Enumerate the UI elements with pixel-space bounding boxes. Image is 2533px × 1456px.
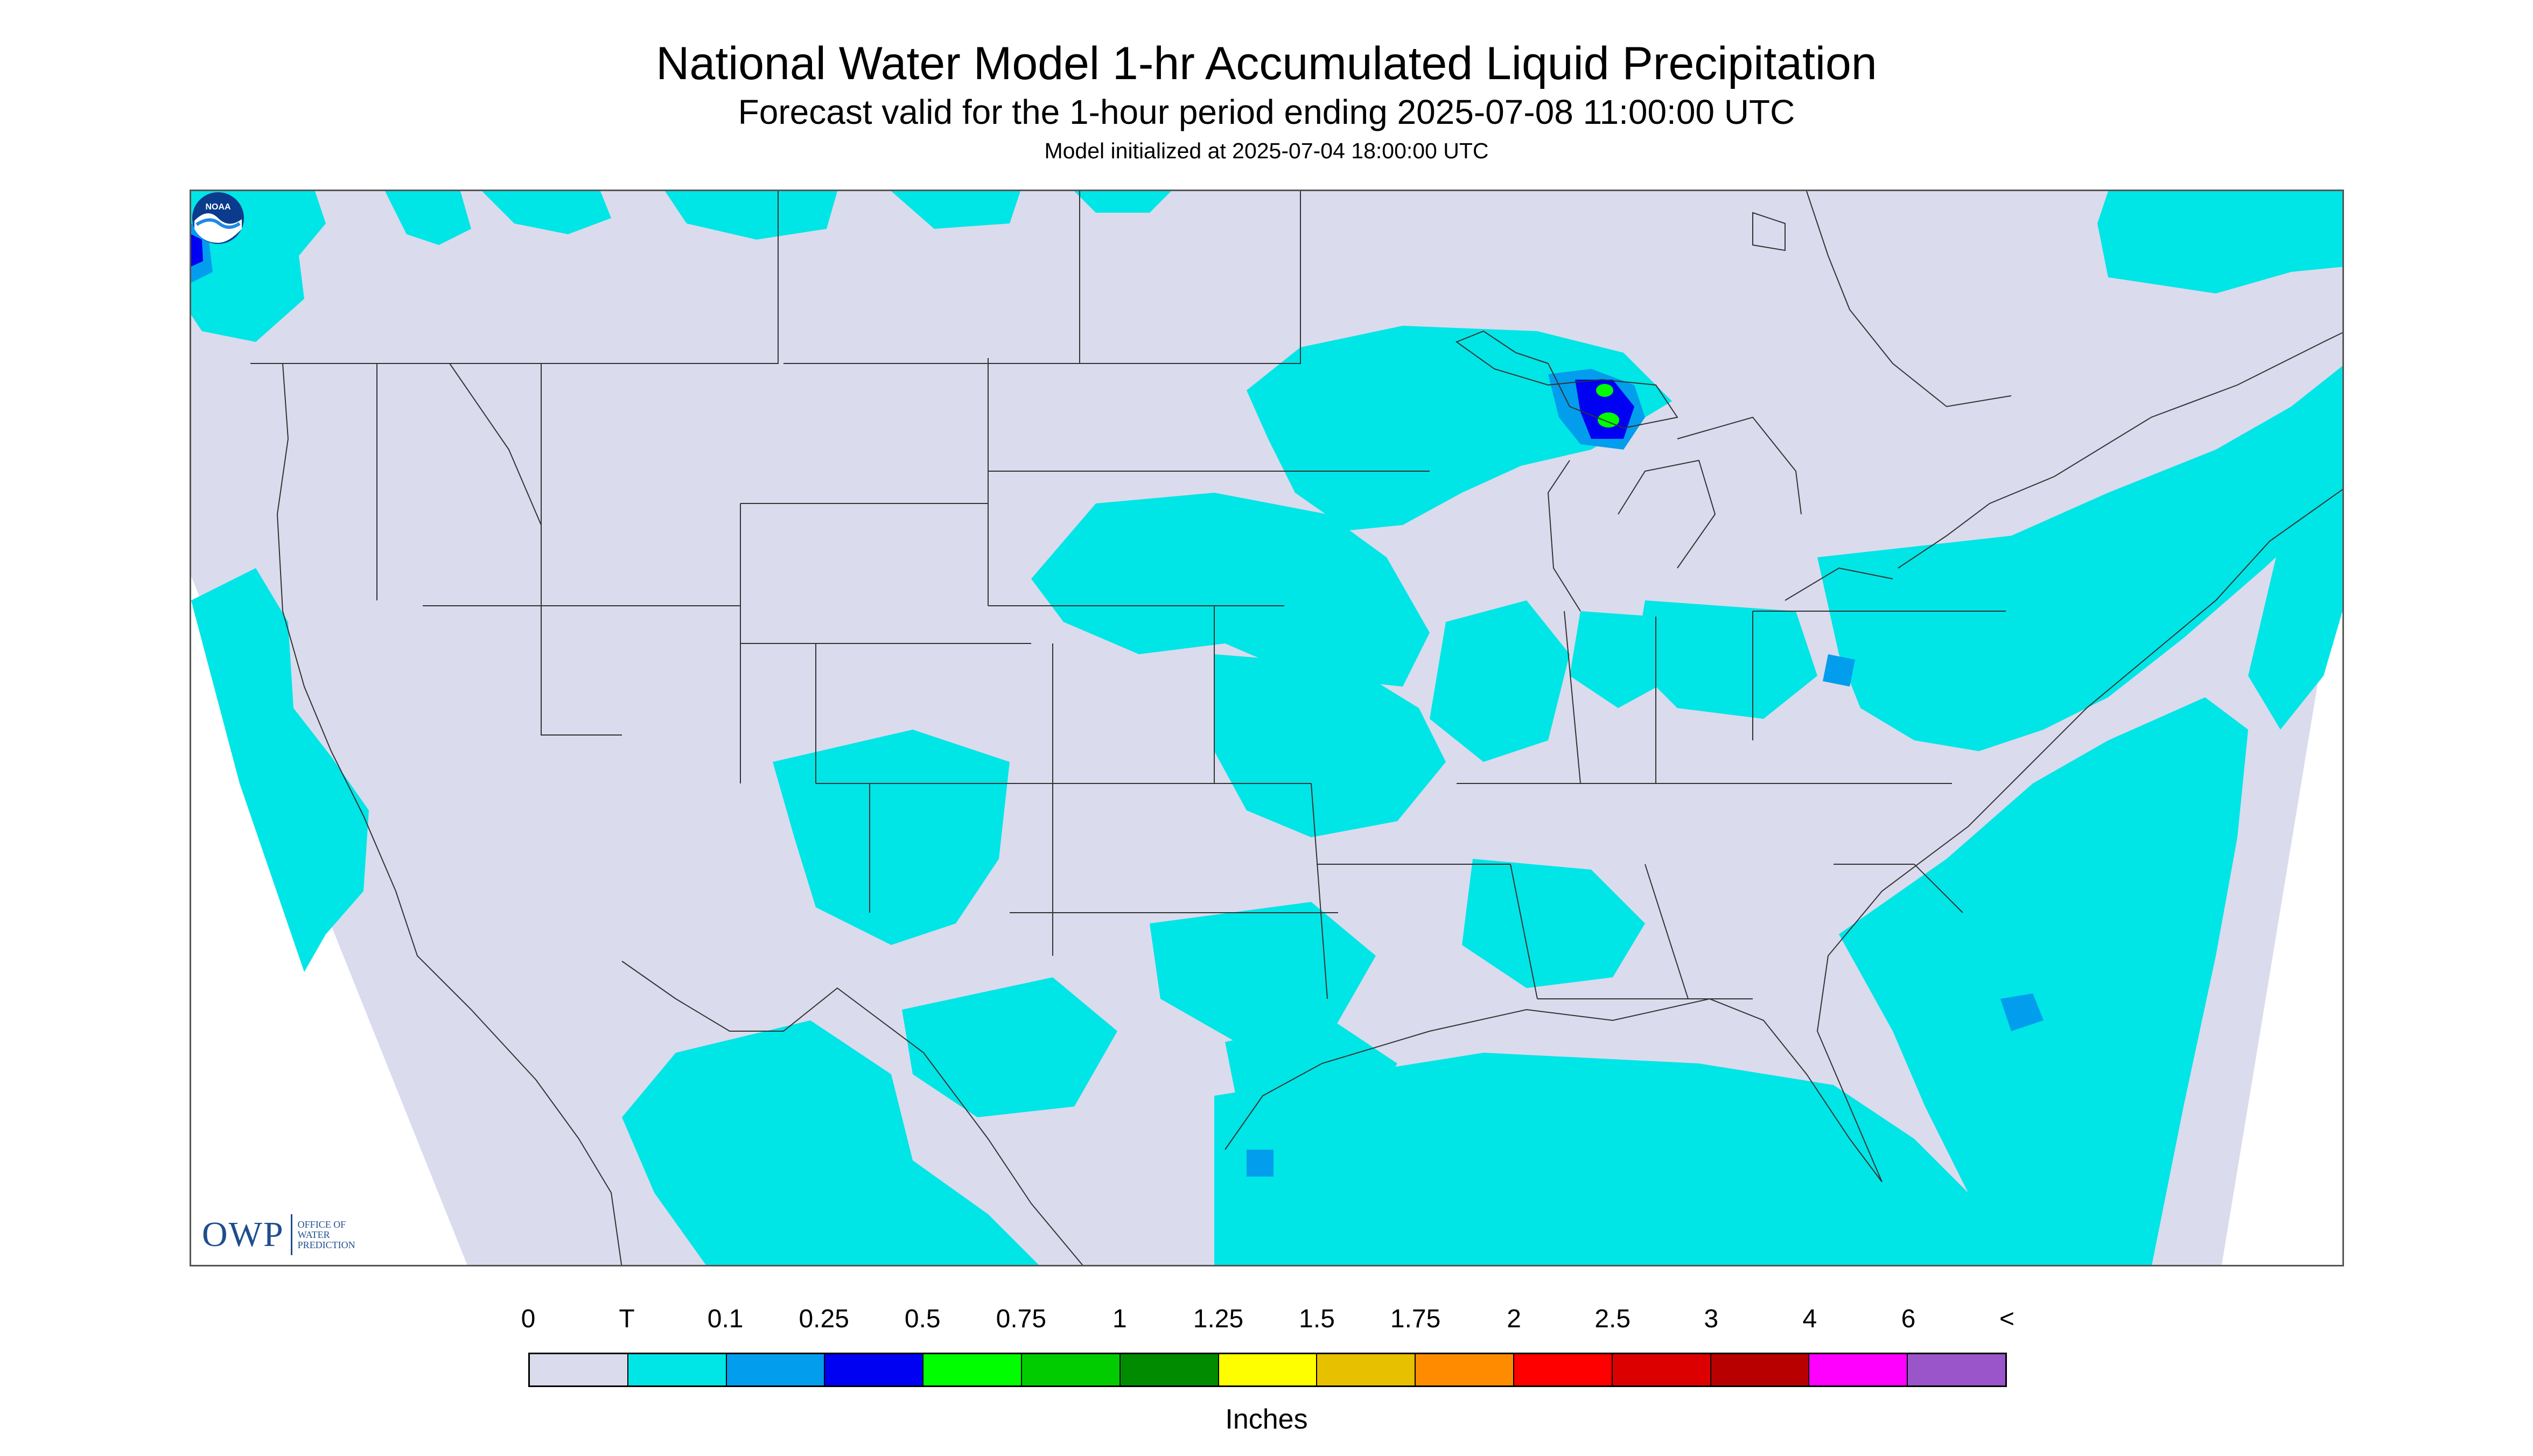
legend-tick-label: 6 (1901, 1305, 1916, 1333)
legend-tick-label: 0.75 (996, 1305, 1047, 1333)
precip-trace-areas (191, 191, 2342, 1265)
legend-swatch (530, 1354, 628, 1385)
legend-swatch (1809, 1354, 1908, 1385)
legend-swatch (1416, 1354, 1514, 1385)
legend-tick-label: 1.5 (1299, 1305, 1335, 1333)
model-init-line: Model initialized at 2025-07-04 18:00:00… (1044, 138, 1489, 163)
legend-swatch (1021, 1354, 1121, 1385)
legend-swatch (1711, 1354, 1810, 1385)
legend-swatch (1612, 1354, 1711, 1385)
map-canvas (191, 191, 2342, 1265)
legend-tick-label: 0 (521, 1305, 536, 1333)
legend-swatch (1317, 1354, 1416, 1385)
colorbar-legend: 0 T 0.1 0.25 0.5 0.75 1 1.25 1.5 1.75 2 2.5 3 4 6 < (521, 1303, 2014, 1411)
state-boundaries (250, 191, 2006, 999)
legend-colorbar (528, 1353, 2007, 1387)
legend-tick-label: 1 (1112, 1305, 1127, 1333)
legend-swatch (825, 1354, 924, 1385)
legend-tick-label: 0.25 (799, 1305, 849, 1333)
legend-tick-label: 1.25 (1193, 1305, 1244, 1333)
legend-swatch (1120, 1354, 1219, 1385)
legend-tick-label: 3 (1704, 1305, 1719, 1333)
legend-tick-label: < (1999, 1305, 2015, 1333)
legend-tick-label: 4 (1802, 1305, 1817, 1333)
legend-swatch (628, 1354, 727, 1385)
coastline (276, 191, 2342, 1265)
chart-title: National Water Model 1-hr Accumulated Li… (656, 38, 1877, 89)
legend-tick-label: 2 (1507, 1305, 1522, 1333)
legend-labels: 0 T 0.1 0.25 0.5 0.75 1 1.25 1.5 1.75 2 2.5 3 4 6 < (521, 1303, 2014, 1335)
legend-tick-label: 1.75 (1390, 1305, 1441, 1333)
legend-tick-label: T (619, 1305, 635, 1333)
legend-swatch (1908, 1354, 2005, 1385)
precipitation-map: OWP OFFICE OF WATER PREDICTION NOAA (190, 190, 2344, 1266)
legend-swatch (923, 1354, 1022, 1385)
legend-tick-label: 0.1 (707, 1305, 744, 1333)
legend-tick-label: 2.5 (1594, 1305, 1631, 1333)
legend-swatch (726, 1354, 825, 1385)
noaa-logo-text: NOAA (205, 202, 231, 212)
owp-logo-text: OFFICE OF WATER PREDICTION (297, 1219, 355, 1250)
owp-logo: OWP OFFICE OF WATER PREDICTION (202, 1213, 355, 1256)
legend-swatch (1514, 1354, 1613, 1385)
legend-units: Inches (1225, 1404, 1308, 1435)
precip-moderate-areas (191, 234, 1634, 439)
legend-swatch (1219, 1354, 1318, 1385)
owp-logo-mark: OWP (202, 1214, 292, 1255)
noaa-logo: NOAA (192, 192, 244, 244)
legend-tick-label: 0.5 (904, 1305, 941, 1333)
chart-subtitle: Forecast valid for the 1-hour period end… (738, 93, 1795, 131)
